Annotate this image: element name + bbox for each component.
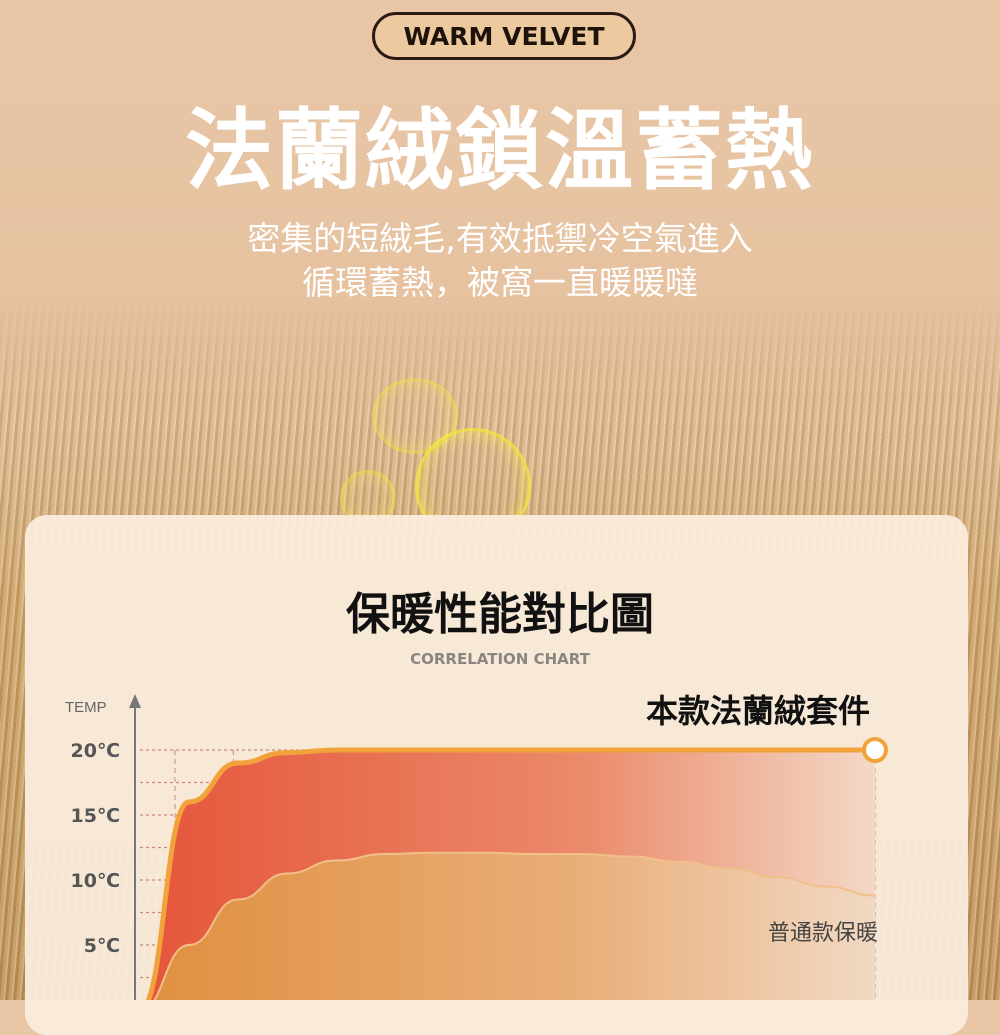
series-end-marker bbox=[862, 737, 888, 763]
series-label-1: 普通款保暖 bbox=[768, 921, 878, 946]
badge: WARM VELVET bbox=[372, 12, 636, 60]
y-axis-arrow-icon bbox=[129, 694, 141, 708]
chart-title: 保暖性能對比圖 bbox=[346, 589, 654, 640]
bubble-decoration bbox=[372, 378, 458, 454]
subline-2: 循環蓄熱，被窩一直暖暖噠 bbox=[302, 263, 698, 302]
y-tick-label: 20℃ bbox=[71, 740, 120, 762]
y-tick-label: 15℃ bbox=[71, 805, 120, 827]
series-area-1 bbox=[140, 852, 875, 1000]
y-axis-label: TEMP bbox=[65, 699, 107, 716]
series-label-0: 本款法蘭絨套件 bbox=[646, 692, 870, 730]
subline-1: 密集的短絨毛,有效抵禦冷空氣進入 bbox=[247, 219, 753, 258]
y-tick-label: 10℃ bbox=[71, 870, 120, 892]
chart-subtitle: CORRELATION CHART bbox=[410, 650, 590, 668]
series-line-0 bbox=[145, 747, 878, 1000]
y-tick-label: 5℃ bbox=[84, 935, 120, 957]
series-line-1 bbox=[153, 851, 876, 1000]
chart: 20℃ 15℃ 10℃ 5℃ TEMP 本款法蘭絨套件 普通款保暖 bbox=[65, 692, 888, 1000]
headline: 法蘭絨鎖溫蓄熱 bbox=[184, 99, 815, 202]
